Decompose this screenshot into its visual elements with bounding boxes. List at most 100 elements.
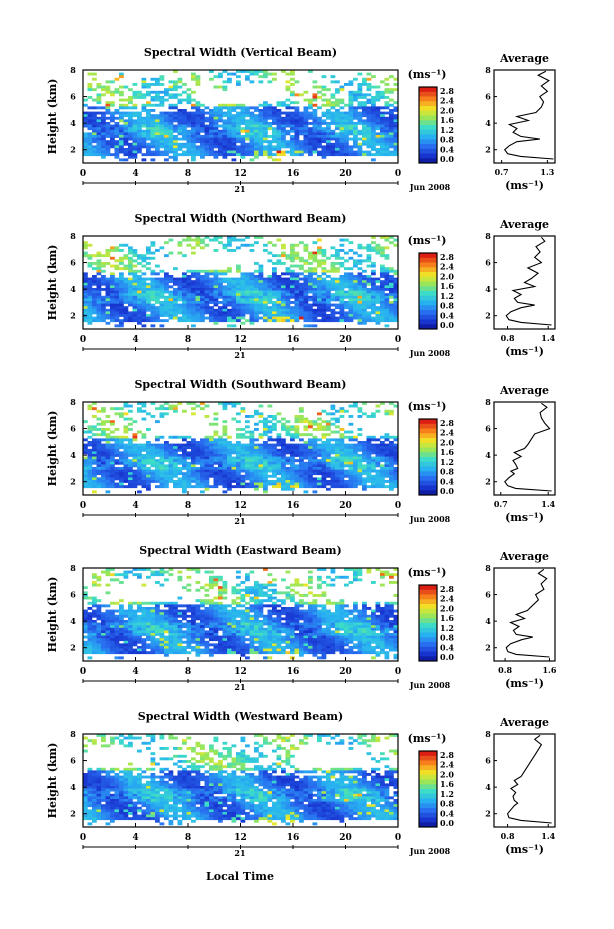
heatmap-cell [281,477,286,481]
heatmap-cell [123,295,129,299]
heatmap-cell [312,98,318,102]
profile-title: Average [499,218,549,231]
heatmap-cell [258,282,264,286]
heatmap-cell [285,280,291,284]
heatmap-cell [254,148,259,151]
heatmap-cell [263,70,268,73]
colorbar-tick-label: 2.0 [440,105,454,115]
heatmap-cell [231,451,237,455]
heatmap-cell [146,262,151,265]
heatmap-cell [155,150,160,154]
heatmap-cell [213,446,219,450]
heatmap-cell [366,293,372,297]
x-tick-label: 8 [185,501,191,511]
heatmap-cell [393,477,399,481]
heatmap-cell [281,251,286,255]
heatmap-cell [222,246,228,250]
heatmap-cell [87,135,93,138]
heatmap-cell [348,280,354,284]
heatmap-cell [308,477,313,481]
heatmap-cell [371,474,376,478]
heatmap-cell [281,243,286,247]
heatmap-cell [146,295,151,299]
heatmap-cell [164,153,169,157]
heatmap-cell [321,591,327,595]
x-tick-label: 0 [80,501,86,511]
heatmap-cell [204,306,210,310]
heatmap-cell [105,262,111,265]
heatmap-cell [114,116,120,120]
heatmap-cell [375,472,381,476]
heatmap-cell [384,132,390,136]
heatmap-cell [137,490,142,494]
heatmap-cell [128,448,133,452]
heatmap-cell [231,461,237,465]
heatmap-cell [159,269,165,273]
heatmap-cell [137,111,142,115]
heatmap-cell [200,290,205,294]
heatmap-cell [276,433,282,437]
heatmap-cell [240,464,246,468]
heatmap-cell [375,311,381,315]
heatmap-cell [353,98,358,102]
heatmap-cell [267,443,273,447]
heatmap-cell [294,148,300,151]
heatmap-cell [375,464,381,468]
heatmap-cell [321,435,327,439]
heatmap-cell [245,122,250,125]
heatmap-cell [267,153,273,157]
heatmap-cell [285,448,291,452]
heatmap-cell [303,428,309,431]
heatmap-cell [204,111,210,115]
heatmap-cell [380,150,385,154]
heatmap-cell [272,285,277,289]
heatmap-cell [348,111,354,115]
heatmap-cell [254,135,259,138]
heatmap-cell [119,106,124,110]
heatmap-cell [204,477,210,481]
heatmap-cell [218,72,223,76]
heatmap-cell [371,316,376,320]
heatmap-cell [249,430,255,434]
heatmap-cell [155,308,160,312]
heatmap [83,236,399,328]
heatmap-cell [204,272,210,276]
heatmap-cell [353,578,358,582]
heatmap-cell [227,308,232,312]
heatmap-cell [164,140,169,144]
heatmap-cell [110,435,115,439]
heatmap-cell [330,459,336,463]
heatmap-cell [290,93,295,97]
heatmap-cell [366,116,372,120]
heatmap-cell [209,148,214,151]
heatmap-cell [285,285,291,289]
heatmap-cell [281,70,286,73]
heatmap-cell [303,446,309,450]
heatmap-cell [240,155,246,159]
heatmap-cell [105,129,111,133]
heatmap-cell [276,482,282,486]
y-axis-label: Height (km) [46,411,59,487]
heatmap-cell [227,472,232,476]
heatmap-cell [371,477,376,481]
heatmap-cell [258,145,264,149]
heatmap-cell [384,153,390,157]
heatmap-cell [236,132,241,136]
heatmap-cell [218,150,223,154]
heatmap-cell [375,285,381,289]
heatmap-cell [357,316,363,320]
heatmap-cell [254,583,259,587]
heatmap-cell [263,430,268,434]
heatmap-cell [218,461,223,465]
heatmap-cell [155,103,160,107]
heatmap-cell [137,145,142,149]
heatmap-cell [312,441,318,444]
heatmap-cell [258,583,264,587]
heatmap-cell [393,474,399,478]
heatmap-cell [110,137,115,141]
heatmap-cell [159,77,165,81]
heatmap-cell [344,280,349,284]
heatmap-cell [92,275,97,278]
heatmap-cell [186,282,192,286]
heatmap-cell [105,490,111,494]
